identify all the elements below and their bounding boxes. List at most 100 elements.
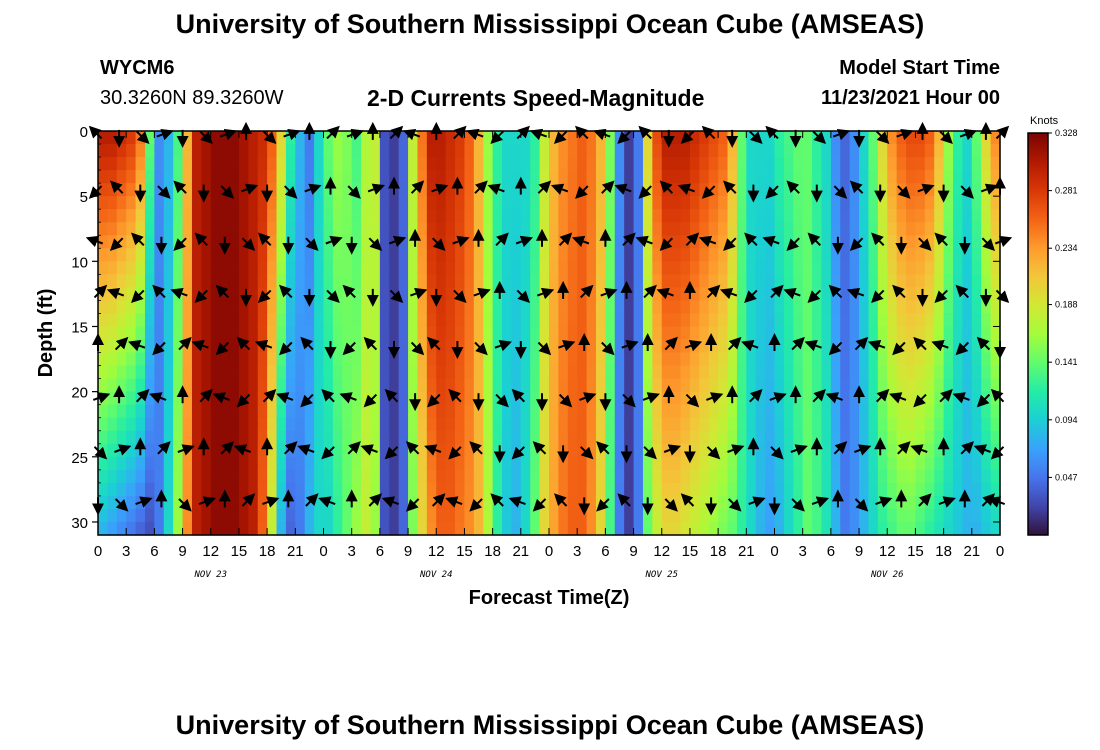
axes: 0 3 6 9 12 15 18 21 0 3 6 9 12 15 18 21 0 3 6 9 12 15 18 21 0 3 6 9… bbox=[71, 124, 1004, 580]
heatmap-cell bbox=[342, 404, 353, 419]
heatmap-cell bbox=[868, 196, 879, 210]
heatmap-cell bbox=[727, 196, 738, 210]
heatmap-cell bbox=[445, 482, 456, 497]
heatmap-cell bbox=[981, 365, 992, 380]
heatmap-cell bbox=[417, 482, 428, 497]
heatmap-cell bbox=[718, 482, 729, 497]
heatmap-cell bbox=[605, 521, 616, 536]
colorbar-tick-label: 0.141 bbox=[1055, 357, 1078, 367]
heatmap-cell bbox=[436, 508, 447, 523]
heatmap-cell bbox=[295, 183, 306, 197]
current-vector-arrow bbox=[135, 388, 150, 403]
heatmap-cell bbox=[520, 378, 531, 393]
heatmap-cell bbox=[267, 404, 278, 419]
heatmap-cell bbox=[990, 274, 1001, 288]
heatmap-cell bbox=[943, 144, 954, 158]
heatmap-cell bbox=[586, 287, 597, 302]
heatmap-cell bbox=[736, 144, 747, 158]
heatmap-cell bbox=[708, 352, 719, 367]
heatmap-cell bbox=[248, 209, 259, 223]
heatmap-cell bbox=[539, 144, 550, 158]
colorbar-tick-label: 0.094 bbox=[1055, 415, 1078, 425]
heatmap-cell bbox=[445, 417, 456, 432]
heatmap-cell bbox=[586, 469, 597, 484]
heatmap-cell bbox=[718, 469, 729, 484]
heatmap-cell bbox=[924, 391, 935, 406]
heatmap-cell bbox=[116, 261, 127, 275]
current-vector-arrow bbox=[706, 284, 721, 299]
heatmap-cell bbox=[361, 469, 372, 484]
heatmap-cell bbox=[877, 469, 888, 484]
heatmap-cell bbox=[238, 326, 249, 341]
heatmap-cell bbox=[455, 248, 466, 262]
heatmap-cell bbox=[896, 482, 907, 497]
heatmap-cell bbox=[699, 456, 710, 471]
heatmap-cell bbox=[605, 183, 616, 197]
heatmap-cell bbox=[257, 482, 268, 497]
heatmap-cell bbox=[191, 508, 202, 523]
heatmap-cell bbox=[238, 391, 249, 406]
heatmap-cell bbox=[793, 274, 804, 288]
heatmap-cell bbox=[417, 274, 428, 288]
heatmap-cell bbox=[699, 339, 710, 354]
heatmap-cell bbox=[765, 261, 776, 275]
heatmap-cell bbox=[445, 157, 456, 171]
heatmap-cell bbox=[577, 261, 588, 275]
heatmap-cell bbox=[295, 300, 306, 315]
current-vector-arrow bbox=[325, 235, 343, 248]
heatmap-cell bbox=[295, 131, 306, 145]
heatmap-cell bbox=[877, 157, 888, 171]
heatmap-cell bbox=[689, 495, 700, 510]
heatmap-cell bbox=[802, 222, 813, 236]
heatmap-cell bbox=[793, 391, 804, 406]
heatmap-cell bbox=[314, 404, 325, 419]
heatmap-cell bbox=[624, 248, 635, 262]
heatmap-cell bbox=[849, 378, 860, 393]
current-vector-arrow bbox=[955, 284, 970, 299]
heatmap-cell bbox=[210, 469, 221, 484]
heatmap-cell bbox=[971, 365, 982, 380]
heatmap-cell bbox=[699, 313, 710, 328]
x-tick-label: 9 bbox=[178, 543, 186, 560]
heatmap-cell bbox=[126, 144, 137, 158]
heatmap-cell bbox=[154, 378, 165, 393]
heatmap-cell bbox=[549, 313, 559, 328]
heatmap-cell bbox=[220, 352, 231, 367]
heatmap-cell bbox=[492, 235, 503, 249]
heatmap-cell bbox=[652, 443, 663, 458]
heatmap-cell bbox=[323, 417, 334, 432]
current-vector-arrow bbox=[367, 183, 385, 195]
heatmap-cell bbox=[107, 131, 118, 145]
heatmap-cell bbox=[962, 521, 973, 536]
heatmap-cell bbox=[774, 456, 785, 471]
heatmap-cell bbox=[276, 170, 287, 184]
current-vector-arrow bbox=[469, 498, 483, 512]
heatmap-cell bbox=[755, 235, 766, 249]
heatmap-cell bbox=[718, 183, 729, 197]
heatmap-cell bbox=[163, 287, 174, 302]
heatmap-cell bbox=[455, 157, 466, 171]
heatmap-cell bbox=[426, 326, 437, 341]
heatmap-cell bbox=[144, 196, 155, 210]
current-vector-arrow bbox=[431, 493, 446, 507]
heatmap-cell bbox=[595, 235, 606, 249]
heatmap-cell bbox=[229, 287, 240, 302]
heatmap-cell bbox=[98, 209, 108, 223]
heatmap-cell bbox=[887, 326, 898, 341]
heatmap-cell bbox=[990, 248, 1001, 262]
heatmap-cell bbox=[502, 235, 513, 249]
heatmap-cell bbox=[173, 469, 184, 484]
heatmap-cell bbox=[614, 300, 625, 315]
heatmap-cell bbox=[595, 469, 606, 484]
heatmap-cell bbox=[558, 196, 569, 210]
heatmap-cell bbox=[783, 365, 794, 380]
heatmap-cell bbox=[398, 339, 409, 354]
heatmap-cell bbox=[492, 365, 503, 380]
current-vector-arrow bbox=[389, 125, 404, 140]
current-vector-arrow bbox=[339, 392, 357, 404]
heatmap-cell bbox=[238, 508, 249, 523]
heatmap-cell bbox=[379, 482, 390, 497]
heatmap-cell bbox=[248, 183, 259, 197]
heatmap-cell bbox=[220, 326, 231, 341]
heatmap-cell bbox=[661, 365, 672, 380]
